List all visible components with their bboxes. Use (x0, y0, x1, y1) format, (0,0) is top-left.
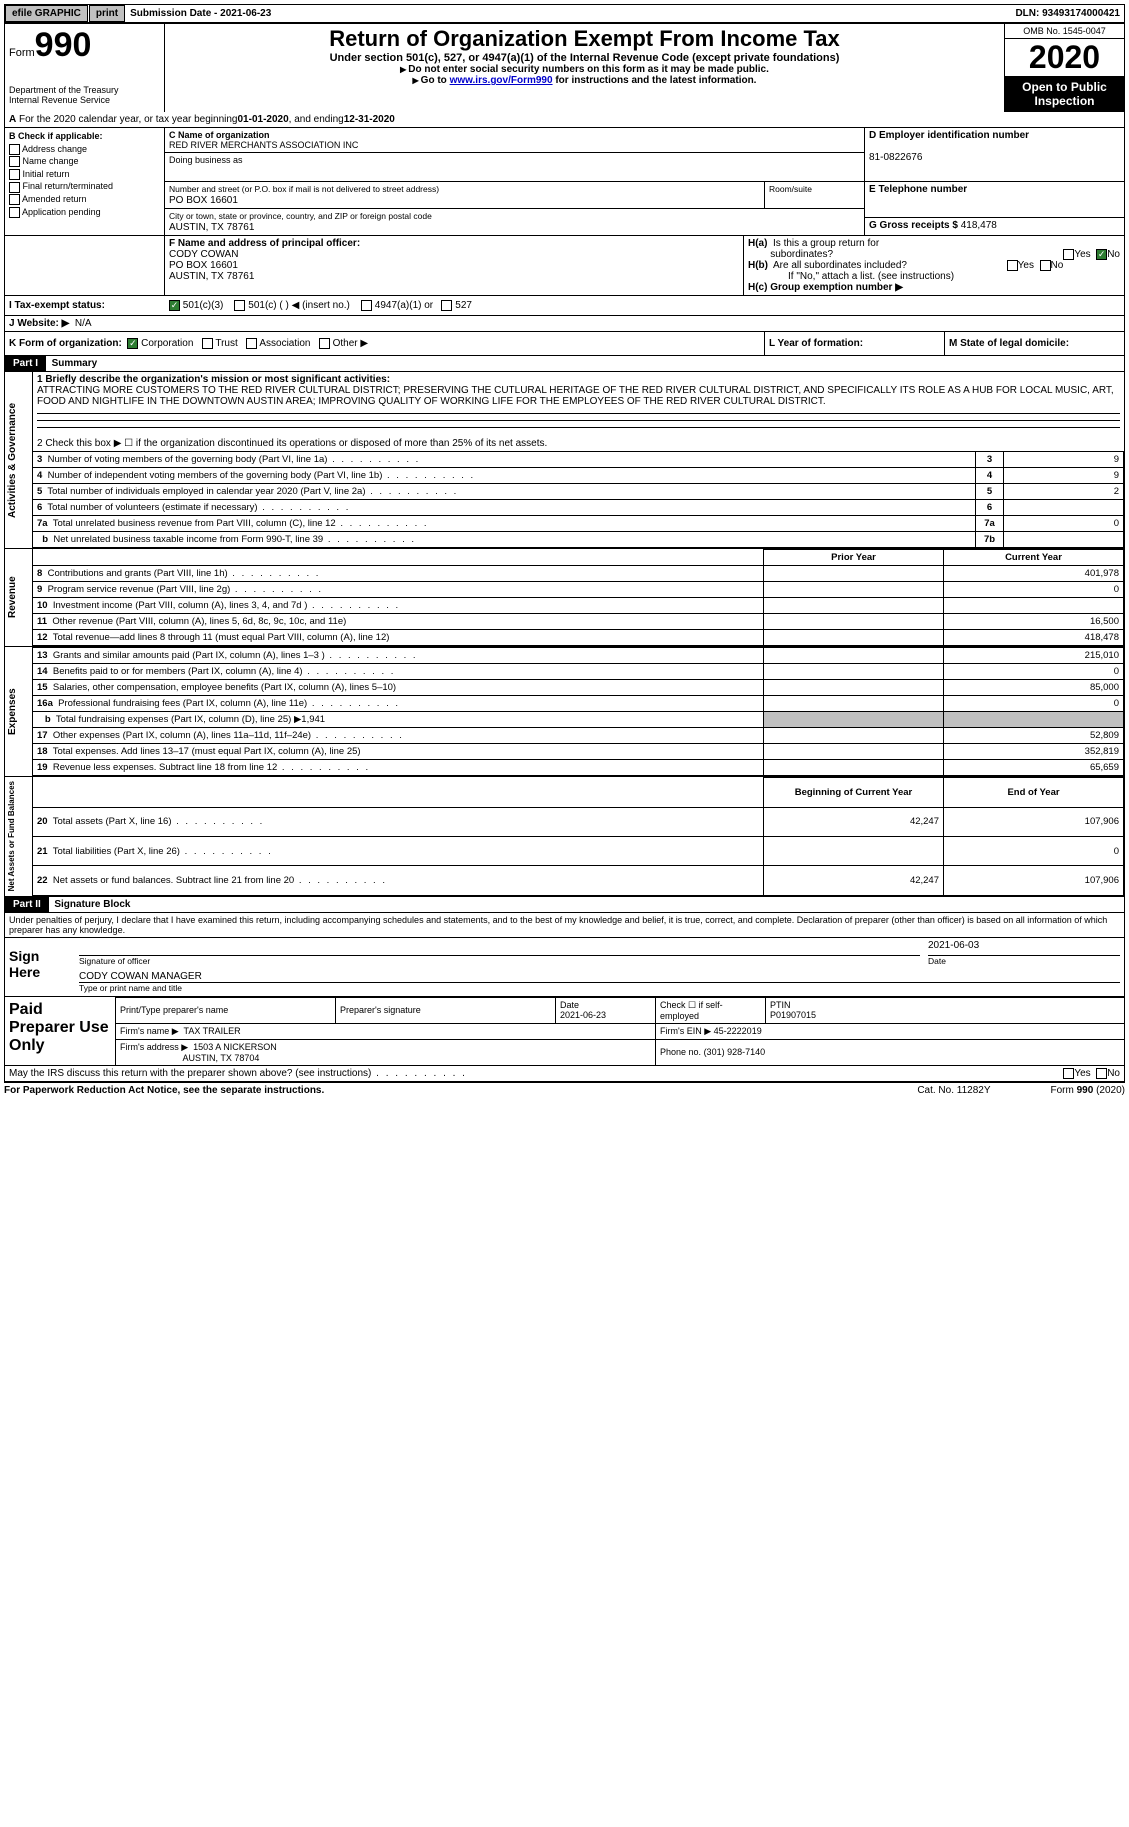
expenses-section: Expenses 13 Grants and similar amounts p… (4, 647, 1125, 777)
gross-receipts-cell: G Gross receipts $ 418,478 (865, 218, 1124, 233)
row-j-website: J Website: ▶ N/A (4, 316, 1125, 332)
cb-pending[interactable] (9, 207, 20, 218)
revenue-table: Prior YearCurrent Year 8 Contributions a… (33, 549, 1124, 646)
phone-cell: E Telephone number (865, 182, 1124, 218)
part2-header: Part II Signature Block (4, 897, 1125, 913)
netassets-section: Net Assets or Fund Balances Beginning of… (4, 777, 1125, 896)
form-title: Return of Organization Exempt From Incom… (169, 26, 1000, 52)
revenue-section: Revenue Prior YearCurrent Year 8 Contrib… (4, 549, 1125, 647)
note-goto: Go to www.irs.gov/Form990 for instructio… (169, 75, 1000, 86)
sign-block: Sign Here Signature of officer 2021-06-0… (4, 938, 1125, 997)
vlabel-expenses: Expenses (5, 647, 20, 776)
cb-discuss-yes[interactable] (1063, 1068, 1074, 1079)
row-klm: K Form of organization: ✓ Corporation Tr… (4, 332, 1125, 356)
part1-header: Part I Summary (4, 356, 1125, 372)
discuss-row: May the IRS discuss this return with the… (4, 1066, 1125, 1082)
cb-trust[interactable] (202, 338, 213, 349)
cb-amended[interactable] (9, 194, 20, 205)
cb-ha-yes[interactable] (1063, 249, 1074, 260)
expenses-table: 13 Grants and similar amounts paid (Part… (33, 647, 1124, 776)
state-domicile: M State of legal domicile: (944, 332, 1124, 355)
dba-cell: Doing business as (165, 153, 864, 181)
city-cell: City or town, state or province, country… (165, 209, 864, 235)
open-inspection: Open to Public Inspection (1005, 76, 1124, 112)
cb-name-change[interactable] (9, 156, 20, 167)
cb-final-return[interactable] (9, 182, 20, 193)
vlabel-activities: Activities & Governance (5, 372, 20, 548)
room-cell: Room/suite (764, 182, 864, 208)
row-f-h: F Name and address of principal officer:… (4, 236, 1125, 296)
mission-text: ATTRACTING MORE CUSTOMERS TO THE RED RIV… (37, 385, 1114, 407)
form-header: Form990 Department of the Treasury Inter… (4, 23, 1125, 112)
principal-officer: F Name and address of principal officer:… (165, 236, 744, 295)
print-button[interactable]: print (89, 5, 125, 22)
omb-number: OMB No. 1545-0047 (1005, 24, 1124, 39)
row-i-taxexempt: I Tax-exempt status: ✓ 501(c)(3) 501(c) … (4, 296, 1125, 316)
group-return: H(a) Is this a group return for subordin… (744, 236, 1124, 295)
cb-501c[interactable] (234, 300, 245, 311)
org-name-cell: C Name of organizationRED RIVER MERCHANT… (165, 128, 864, 153)
vlabel-revenue: Revenue (5, 549, 20, 646)
declaration: Under penalties of perjury, I declare th… (4, 913, 1125, 938)
cb-initial-return[interactable] (9, 169, 20, 180)
row-a-taxyear: A For the 2020 calendar year, or tax yea… (4, 112, 1125, 128)
cb-ha-no[interactable]: ✓ (1096, 249, 1107, 260)
netassets-table: Beginning of Current YearEnd of Year 20 … (33, 777, 1124, 895)
form-number: 990 (35, 26, 92, 64)
identity-grid: B Check if applicable: Address change Na… (4, 128, 1125, 236)
part1-body: Activities & Governance 1 Briefly descri… (4, 372, 1125, 549)
irs-link[interactable]: www.irs.gov/Form990 (450, 75, 553, 86)
cb-527[interactable] (441, 300, 452, 311)
cb-address-change[interactable] (9, 144, 20, 155)
preparer-block: Paid Preparer Use Only Print/Type prepar… (4, 997, 1125, 1066)
street-cell: Number and street (or P.O. box if mail i… (165, 182, 764, 208)
form-subtitle: Under section 501(c), 527, or 4947(a)(1)… (169, 52, 1000, 64)
dln: DLN: 93493174000421 (1015, 8, 1124, 19)
dept-treasury: Department of the Treasury Internal Reve… (9, 85, 160, 105)
footer: For Paperwork Reduction Act Notice, see … (4, 1082, 1125, 1096)
ein-cell: D Employer identification number81-08226… (864, 128, 1124, 181)
cb-hb-no[interactable] (1040, 260, 1051, 271)
cb-hb-yes[interactable] (1007, 260, 1018, 271)
tax-year: 2020 (1005, 39, 1124, 76)
cb-other[interactable] (319, 338, 330, 349)
vlabel-netassets: Net Assets or Fund Balances (5, 777, 18, 895)
topbar: efile GRAPHIC print Submission Date - 20… (4, 4, 1125, 23)
submission-date-label: Submission Date - 2021-06-23 (126, 8, 275, 19)
cb-discuss-no[interactable] (1096, 1068, 1107, 1079)
cb-corp[interactable]: ✓ (127, 338, 138, 349)
cb-501c3[interactable]: ✓ (169, 300, 180, 311)
note-ssn: Do not enter social security numbers on … (169, 64, 1000, 75)
year-formation: L Year of formation: (764, 332, 944, 355)
cb-assoc[interactable] (246, 338, 257, 349)
efile-label: efile GRAPHIC (5, 5, 88, 22)
form-prefix: Form (9, 47, 35, 59)
activities-table: 3 Number of voting members of the govern… (33, 451, 1124, 548)
col-b-checkboxes: B Check if applicable: Address change Na… (5, 128, 165, 235)
cb-4947[interactable] (361, 300, 372, 311)
